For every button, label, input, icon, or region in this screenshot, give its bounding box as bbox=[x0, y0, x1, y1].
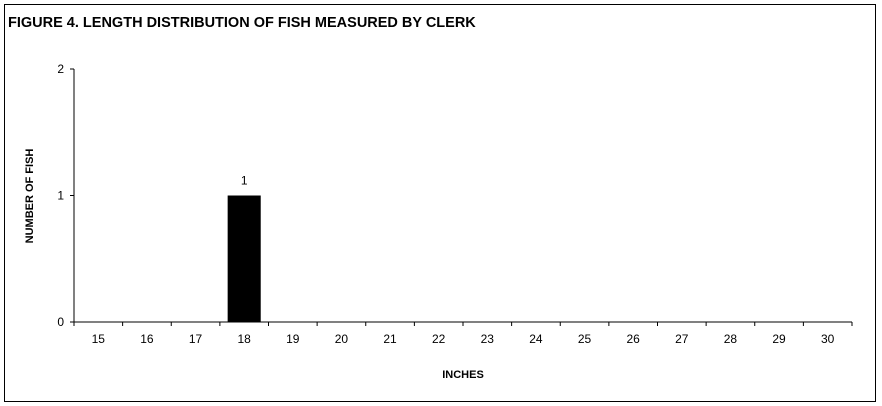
x-tick-label: 20 bbox=[335, 332, 349, 346]
y-tick-label: 0 bbox=[57, 315, 64, 329]
x-tick-label: 22 bbox=[432, 332, 446, 346]
x-tick-label: 28 bbox=[724, 332, 738, 346]
data-labels: 1 bbox=[241, 174, 248, 188]
x-tick-label: 30 bbox=[821, 332, 835, 346]
chart-frame bbox=[4, 4, 876, 402]
x-tick-label: 15 bbox=[92, 332, 106, 346]
x-tick-label: 18 bbox=[238, 332, 252, 346]
x-tick-label: 23 bbox=[481, 332, 495, 346]
x-tick-label: 27 bbox=[675, 332, 689, 346]
x-axis-ticks: 15 16 17 18 19 20 21 22 23 24 25 26 27 28 29 30 bbox=[73, 322, 853, 346]
y-tick-label: 2 bbox=[57, 62, 64, 76]
bars bbox=[227, 195, 261, 322]
y-tick-label: 1 bbox=[57, 189, 64, 203]
y-axis-label: NUMBER OF FISH bbox=[24, 149, 36, 244]
data-label: 1 bbox=[241, 174, 248, 188]
bar bbox=[227, 195, 261, 322]
x-tick-label: 19 bbox=[286, 332, 300, 346]
x-tick-label: 25 bbox=[578, 332, 592, 346]
x-axis-label: INCHES bbox=[442, 369, 484, 381]
x-tick-label: 29 bbox=[772, 332, 786, 346]
x-tick-label: 21 bbox=[383, 332, 397, 346]
x-tick-label: 16 bbox=[140, 332, 154, 346]
x-tick-label: 24 bbox=[529, 332, 543, 346]
chart-title: FIGURE 4. LENGTH DISTRIBUTION OF FISH ME… bbox=[8, 15, 476, 31]
y-axis-ticks: 0 1 2 bbox=[57, 62, 74, 329]
x-tick-label: 26 bbox=[627, 332, 641, 346]
x-tick-label: 17 bbox=[189, 332, 203, 346]
